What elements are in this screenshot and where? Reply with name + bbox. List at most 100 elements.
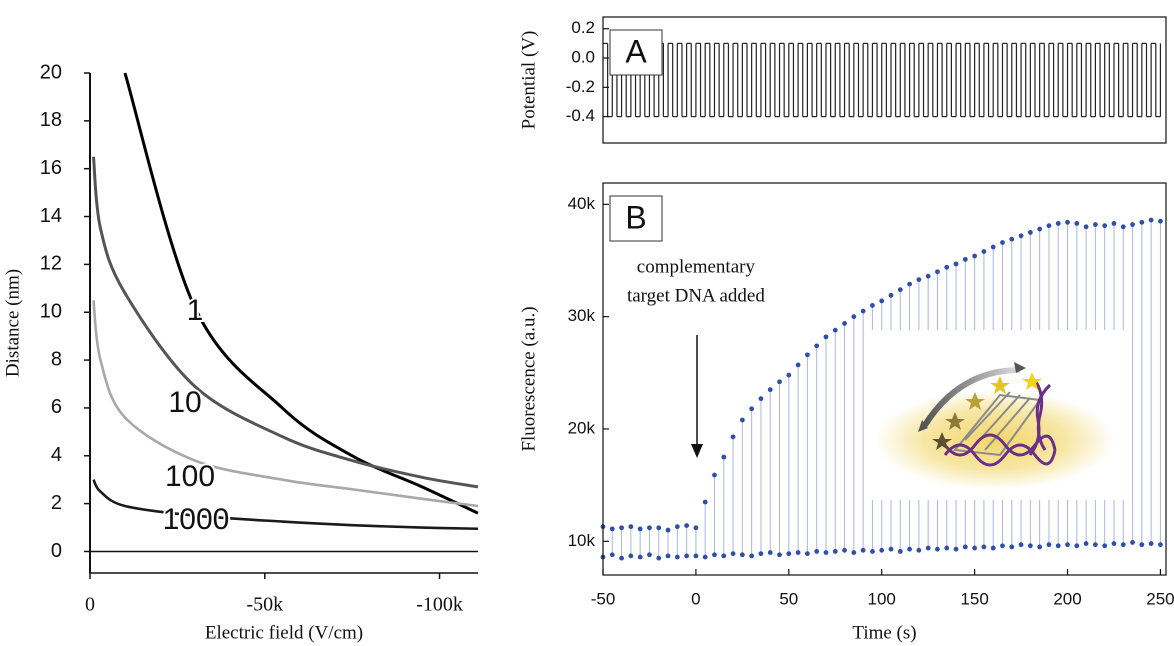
y-tick-label: 10	[40, 301, 62, 323]
panel-label: B	[625, 199, 646, 235]
data-point	[814, 343, 820, 349]
panel-label-box	[609, 29, 663, 76]
y-axis-title: Distance (nm)	[2, 269, 23, 377]
data-point	[935, 546, 940, 552]
data-point	[1018, 233, 1024, 239]
data-point	[860, 547, 866, 553]
x-tick-label: -50	[591, 589, 616, 608]
data-point	[1065, 219, 1070, 225]
data-point	[786, 372, 792, 378]
data-point	[656, 525, 662, 531]
data-point	[907, 281, 912, 287]
data-point	[907, 546, 912, 552]
x-tick-label: -50k	[246, 594, 283, 616]
inset-arc	[922, 367, 1021, 427]
x-axis-title: Time (s)	[852, 622, 916, 643]
data-point	[1037, 226, 1043, 232]
data-point	[758, 396, 764, 402]
data-point	[870, 303, 875, 308]
data-point	[795, 550, 801, 555]
x-tick-label: 250	[1146, 589, 1174, 608]
y-tick-label: -0.2	[566, 77, 595, 96]
data-point	[1120, 542, 1126, 548]
x-tick-label: 0	[85, 594, 95, 616]
curve	[92, 479, 479, 531]
panel-label: A	[625, 33, 647, 69]
data-point	[1074, 221, 1080, 226]
data-point	[972, 545, 978, 551]
y-tick-label: 4	[51, 444, 62, 466]
data-point	[944, 545, 950, 551]
data-point	[981, 249, 987, 254]
data-point	[851, 550, 857, 555]
annotation: target DNA added	[627, 285, 765, 306]
y-tick-label: 18	[40, 109, 62, 131]
curve-label: 100	[165, 460, 215, 493]
data-point	[1139, 219, 1145, 225]
data-point	[1092, 222, 1098, 227]
data-point	[823, 550, 829, 555]
data-point	[804, 352, 810, 358]
data-point	[888, 292, 894, 298]
data-point	[888, 546, 894, 552]
data-point	[851, 314, 857, 320]
x-tick-label: 50	[779, 589, 798, 608]
data-point	[1027, 543, 1033, 549]
data-point	[1046, 223, 1052, 229]
data-point	[721, 553, 727, 559]
x-tick-label: 200	[1053, 589, 1081, 608]
x-tick-label: 100	[868, 589, 896, 608]
data-point	[712, 552, 717, 558]
plot-frame	[602, 16, 1167, 144]
data-point	[1148, 541, 1154, 546]
data-point	[1102, 543, 1108, 549]
x-axis-title: Electric field (V/cm)	[205, 622, 363, 643]
x-tick-label: -100k	[416, 594, 463, 616]
y-tick-label: 20k	[568, 418, 596, 437]
curve	[92, 300, 479, 508]
data-point	[619, 525, 624, 531]
curve	[92, 156, 479, 489]
data-point	[842, 321, 847, 326]
panel-label-box	[609, 195, 663, 242]
curve-label: 1000	[163, 503, 230, 536]
data-point	[842, 547, 847, 553]
data-point	[1158, 542, 1163, 548]
y-tick-label: 16	[40, 157, 62, 179]
data-point	[665, 527, 671, 533]
data-point	[879, 547, 885, 553]
data-point	[814, 549, 820, 554]
x-tick-label: 0	[691, 589, 700, 608]
data-point	[637, 554, 643, 560]
data-point	[721, 454, 727, 460]
data-point	[712, 472, 717, 478]
data-point	[990, 244, 996, 250]
data-point	[609, 526, 615, 532]
inset-stars	[932, 372, 1042, 450]
y-tick-label: 30k	[568, 306, 596, 325]
data-point	[953, 261, 959, 267]
y-tick-label: 0	[51, 540, 62, 562]
data-point	[972, 253, 978, 259]
data-point	[647, 525, 652, 531]
data-point	[609, 552, 615, 558]
data-point	[1092, 542, 1098, 548]
data-point	[962, 544, 968, 550]
data-point	[702, 554, 708, 560]
data-point	[702, 499, 708, 505]
y-tick-label: 12	[40, 253, 62, 275]
y-tick-label: 40k	[568, 194, 596, 213]
data-point	[628, 524, 634, 530]
data-point	[674, 524, 680, 530]
data-point	[832, 327, 838, 333]
inset-dna	[943, 379, 1057, 467]
y-axis-title: Fluorescence (a.u.)	[518, 306, 539, 451]
y-tick-label: -0.4	[566, 106, 595, 125]
data-point	[777, 379, 782, 385]
inset-illustration	[870, 330, 1128, 500]
data-point	[647, 552, 652, 558]
data-point	[897, 549, 903, 554]
data-point	[925, 545, 931, 551]
